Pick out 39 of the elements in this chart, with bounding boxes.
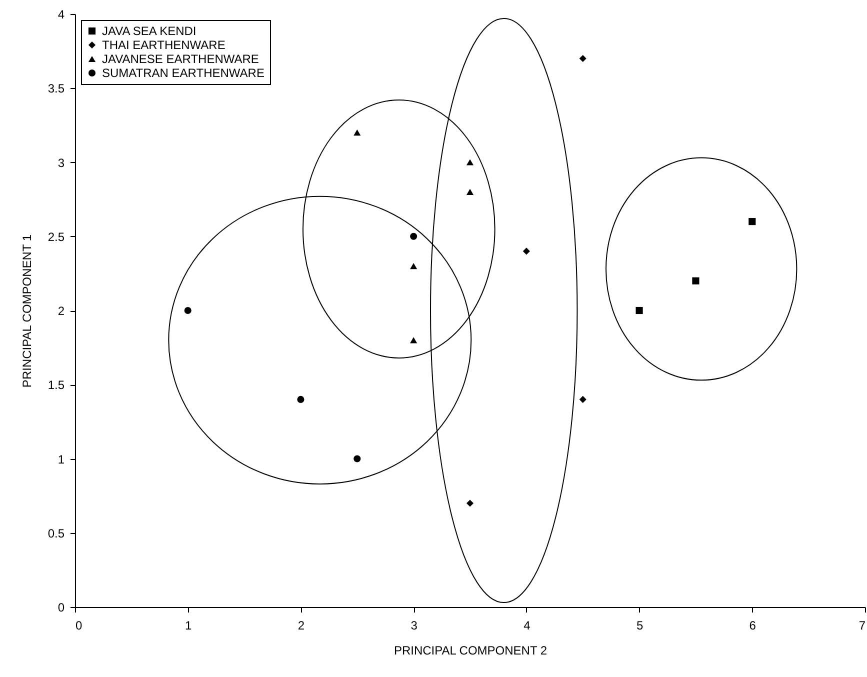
point <box>579 54 586 62</box>
point <box>466 500 474 507</box>
y-tick-label: 3 <box>58 156 65 170</box>
x-tick-label: 3 <box>410 618 418 632</box>
x-tick-label: 1 <box>185 618 192 632</box>
x-tick-label: 7 <box>858 618 866 632</box>
point <box>748 218 756 226</box>
y-tick-label: 1 <box>58 452 65 466</box>
y-axis-title: PRINCIPAL COMPONENT 1 <box>20 234 34 388</box>
point <box>466 159 474 166</box>
point <box>184 306 192 314</box>
y-tick-label: 2.5 <box>48 230 65 244</box>
x-tick-label: 0 <box>76 618 82 632</box>
y-tick-label: 3.5 <box>48 82 65 96</box>
y-tick-label: 4 <box>58 8 65 22</box>
legend-label: JAVANESE EARTHENWARE <box>102 52 259 66</box>
point <box>354 455 361 462</box>
point <box>636 306 643 314</box>
point <box>466 188 474 195</box>
point <box>692 277 700 284</box>
legend-label: JAVA SEA KENDI <box>102 24 196 38</box>
point <box>579 396 586 403</box>
y-tick-label: 0 <box>58 600 65 614</box>
point <box>354 130 361 136</box>
point <box>522 248 530 255</box>
legend-label: SUMATRAN EARTHENWARE <box>102 66 264 80</box>
y-tick-label: 2 <box>58 304 65 318</box>
x-tick-label: 2 <box>298 618 305 632</box>
legend-label: THAI EARTHENWARE <box>102 38 226 52</box>
point <box>410 262 418 270</box>
point <box>297 396 304 403</box>
y-tick-label: 0.5 <box>48 526 65 540</box>
point <box>410 232 418 240</box>
point <box>410 337 418 344</box>
y-tick-label: 1.5 <box>48 378 65 392</box>
x-axis-title: PRINCIPAL COMPONENT 2 <box>394 644 548 658</box>
x-tick-label: 4 <box>524 618 531 632</box>
x-tick-label: 6 <box>749 618 756 632</box>
x-tick-label: 5 <box>636 618 644 632</box>
